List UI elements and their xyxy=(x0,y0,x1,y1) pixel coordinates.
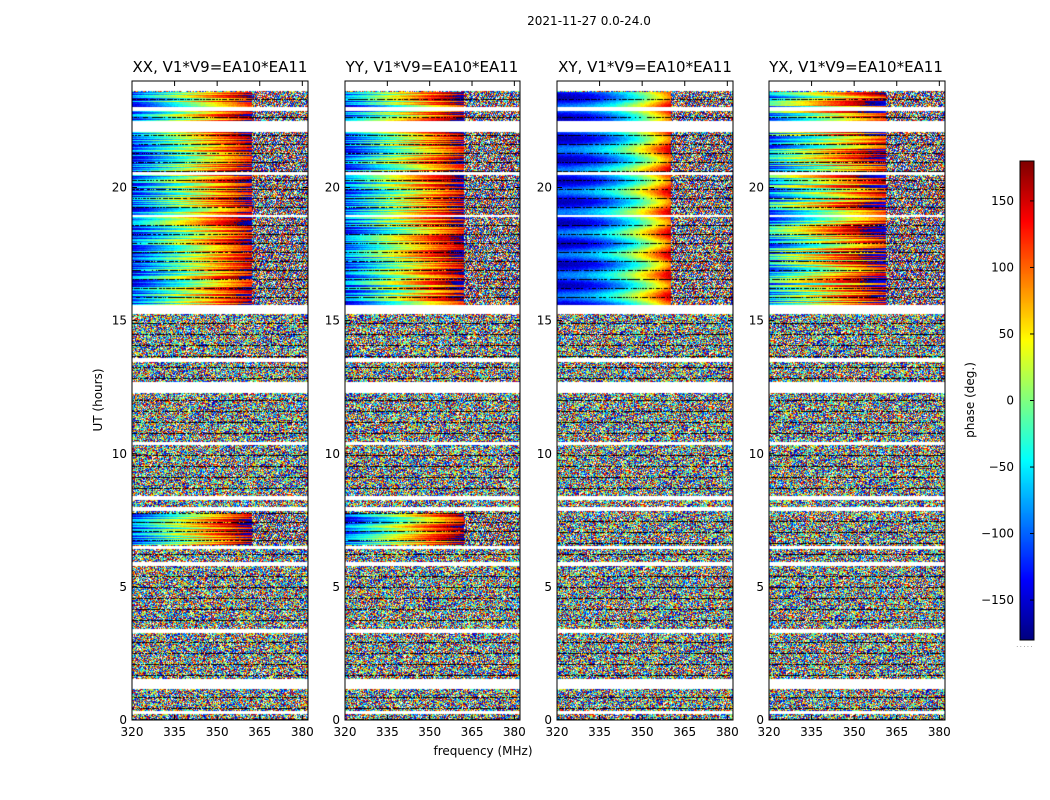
x-tick-label-xx-320: 320 xyxy=(121,725,144,739)
y-tick-label-yy-0: 0 xyxy=(332,713,340,727)
y-tick-label-xy-0: 0 xyxy=(544,713,552,727)
y-axis-label: UT (hours) xyxy=(91,368,105,432)
colorbar-label: phase (deg.) xyxy=(963,362,977,438)
y-tick-label-yy-15: 15 xyxy=(325,314,340,328)
panel-frame-yx xyxy=(768,80,946,721)
y-tick-label-xy-10: 10 xyxy=(537,447,552,461)
x-tick-label-xy-320: 320 xyxy=(546,725,569,739)
x-tick-label-yx-350: 350 xyxy=(843,725,866,739)
x-tick-label-xy-335: 335 xyxy=(588,725,611,739)
y-tick-label-yx-5: 5 xyxy=(756,580,764,594)
panel-title-xy: XY, V1*V9=EA10*EA11 xyxy=(558,58,732,76)
y-tick-label-yy-10: 10 xyxy=(325,447,340,461)
x-tick-label-xx-380: 380 xyxy=(291,725,314,739)
x-tick-label-xx-335: 335 xyxy=(163,725,186,739)
heatmap-panel-yx xyxy=(769,81,945,720)
y-tick-label-xy-20: 20 xyxy=(537,181,552,195)
heatmap-panel-yy xyxy=(345,81,520,720)
y-tick-label-yx-0: 0 xyxy=(756,713,764,727)
figure-title: 2021-11-27 0.0-24.0 xyxy=(527,14,651,28)
colorbar-tick-label-0: −150 xyxy=(981,593,1014,607)
x-tick-label-yy-365: 365 xyxy=(461,725,484,739)
x-axis-label: frequency (MHz) xyxy=(433,744,533,758)
x-tick-label-yx-365: 365 xyxy=(885,725,908,739)
x-tick-label-yy-335: 335 xyxy=(376,725,399,739)
x-tick-label-yy-350: 350 xyxy=(418,725,441,739)
y-tick-label-xx-20: 20 xyxy=(112,181,127,195)
colorbar-footer: ..... xyxy=(1016,640,1034,649)
x-tick-label-yy-320: 320 xyxy=(334,725,357,739)
x-tick-label-yx-380: 380 xyxy=(928,725,951,739)
colorbar-tick-label-5: 100 xyxy=(991,260,1014,274)
panel-title-xx: XX, V1*V9=EA10*EA11 xyxy=(132,58,308,76)
panel-frame-yy xyxy=(344,80,521,721)
panel-title-yy: YY, V1*V9=EA10*EA11 xyxy=(345,58,519,76)
panel-title-yx: YX, V1*V9=EA10*EA11 xyxy=(769,58,943,76)
x-tick-label-xy-365: 365 xyxy=(673,725,696,739)
x-tick-label-xy-350: 350 xyxy=(631,725,654,739)
y-tick-label-yx-10: 10 xyxy=(749,447,764,461)
x-tick-label-xx-365: 365 xyxy=(248,725,271,739)
x-tick-label-xy-380: 380 xyxy=(716,725,739,739)
y-tick-label-xy-15: 15 xyxy=(537,314,552,328)
colorbar-tick-label-3: 0 xyxy=(1006,394,1014,408)
panel-frame-xx xyxy=(131,80,309,721)
y-tick-label-yx-20: 20 xyxy=(749,181,764,195)
colorbar-tick-label-2: −50 xyxy=(989,460,1014,474)
colorbar-tick-label-6: 150 xyxy=(991,194,1014,208)
x-tick-label-yx-320: 320 xyxy=(758,725,781,739)
y-tick-label-xx-10: 10 xyxy=(112,447,127,461)
colorbar-tick-label-1: −100 xyxy=(981,527,1014,541)
heatmap-panel-xx xyxy=(132,81,308,720)
x-tick-label-yy-380: 380 xyxy=(503,725,526,739)
y-tick-label-xx-5: 5 xyxy=(119,580,127,594)
y-tick-label-yx-15: 15 xyxy=(749,314,764,328)
y-tick-label-xx-15: 15 xyxy=(112,314,127,328)
y-tick-label-xy-5: 5 xyxy=(544,580,552,594)
heatmap-panel-xy xyxy=(557,81,733,720)
y-tick-label-yy-5: 5 xyxy=(332,580,340,594)
colorbar xyxy=(1020,161,1034,640)
panel-frame-xy xyxy=(556,80,734,721)
y-tick-label-yy-20: 20 xyxy=(325,181,340,195)
x-tick-label-yx-335: 335 xyxy=(800,725,823,739)
x-tick-label-xx-350: 350 xyxy=(206,725,229,739)
colorbar-tick-label-4: 50 xyxy=(999,327,1014,341)
y-tick-label-xx-0: 0 xyxy=(119,713,127,727)
